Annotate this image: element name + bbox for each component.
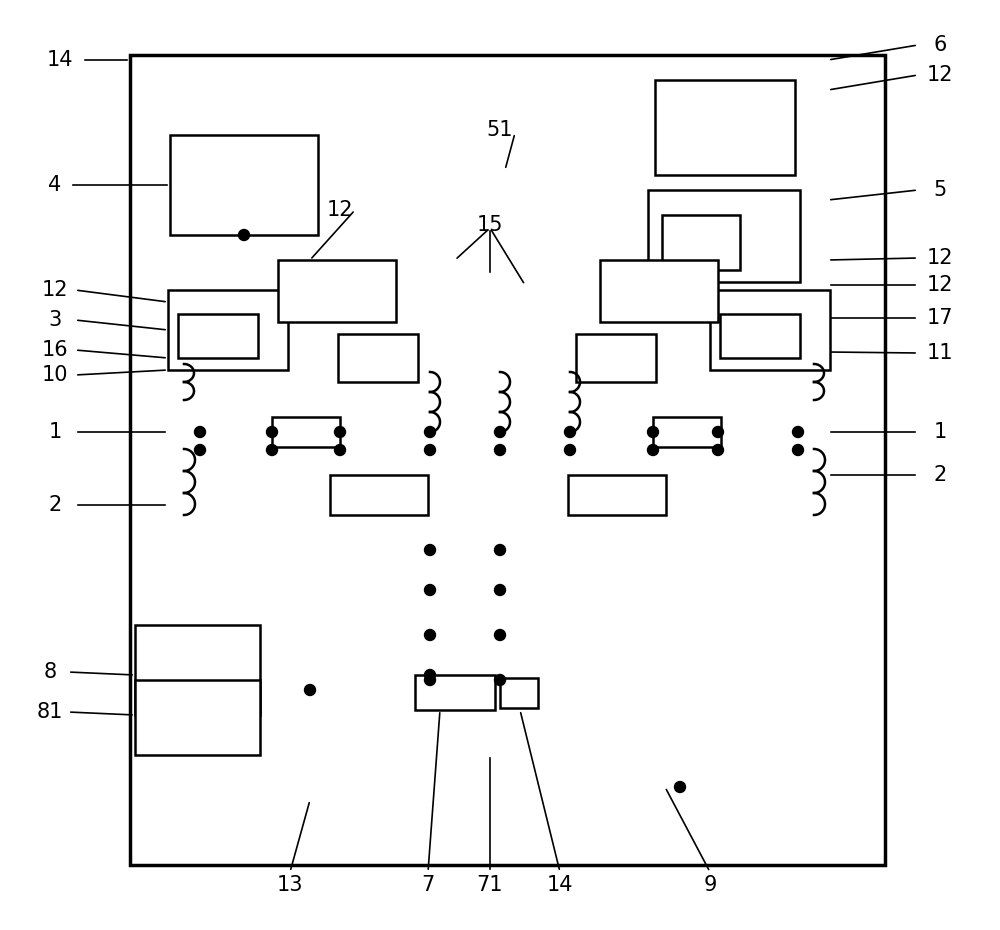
Circle shape — [194, 427, 206, 437]
Text: 12: 12 — [927, 248, 953, 268]
Circle shape — [494, 630, 506, 641]
Text: 12: 12 — [927, 65, 953, 85]
Circle shape — [494, 445, 506, 456]
Bar — [415, 675, 495, 710]
Text: 17: 17 — [927, 308, 953, 328]
Text: 16: 16 — [42, 340, 68, 360]
Text: 14: 14 — [547, 875, 573, 895]
Text: 2: 2 — [48, 495, 62, 515]
Text: 11: 11 — [927, 343, 953, 363]
Bar — [568, 475, 666, 515]
Circle shape — [334, 445, 346, 456]
Bar — [648, 190, 800, 282]
Text: 14: 14 — [47, 50, 73, 70]
Text: 1: 1 — [933, 422, 947, 442]
Circle shape — [564, 445, 576, 456]
Circle shape — [424, 427, 436, 437]
Circle shape — [424, 445, 436, 456]
Bar — [272, 417, 340, 447]
Text: 2: 2 — [933, 465, 947, 485]
Circle shape — [494, 544, 506, 555]
Circle shape — [194, 445, 206, 456]
Circle shape — [494, 674, 506, 685]
Text: 4: 4 — [48, 175, 62, 195]
Circle shape — [424, 630, 436, 641]
Circle shape — [424, 674, 436, 685]
Circle shape — [304, 684, 316, 696]
Bar — [500, 678, 538, 708]
Bar — [720, 314, 800, 358]
Circle shape — [334, 427, 346, 437]
Circle shape — [792, 427, 804, 437]
Bar — [278, 260, 396, 322]
Circle shape — [424, 544, 436, 555]
Circle shape — [648, 445, 658, 456]
Bar — [600, 260, 718, 322]
Text: 8: 8 — [43, 662, 57, 682]
Text: 81: 81 — [37, 702, 63, 722]
Text: 1: 1 — [48, 422, 62, 442]
Circle shape — [266, 427, 278, 437]
Circle shape — [792, 445, 804, 456]
Bar — [130, 55, 885, 865]
Text: 6: 6 — [933, 35, 947, 55]
Text: 15: 15 — [477, 215, 503, 235]
Bar — [168, 290, 288, 370]
Bar — [135, 625, 260, 715]
Bar — [330, 475, 428, 515]
Circle shape — [712, 427, 724, 437]
Text: 12: 12 — [42, 280, 68, 300]
Bar — [653, 417, 721, 447]
Circle shape — [266, 445, 278, 456]
Text: 9: 9 — [703, 875, 717, 895]
Circle shape — [494, 584, 506, 595]
Bar — [135, 680, 260, 755]
Bar — [710, 290, 830, 370]
Text: 5: 5 — [933, 180, 947, 200]
Bar — [178, 314, 258, 358]
Bar — [576, 334, 656, 382]
Circle shape — [494, 427, 506, 437]
Bar — [170, 135, 318, 235]
Text: 12: 12 — [327, 200, 353, 220]
Text: 7: 7 — [421, 875, 435, 895]
Circle shape — [424, 584, 436, 595]
Text: 3: 3 — [48, 310, 62, 330]
Bar — [662, 215, 740, 270]
Circle shape — [648, 427, 658, 437]
Text: 12: 12 — [927, 275, 953, 295]
Text: 13: 13 — [277, 875, 303, 895]
Bar — [655, 80, 795, 175]
Text: 51: 51 — [487, 120, 513, 140]
Text: 71: 71 — [477, 875, 503, 895]
Bar — [338, 334, 418, 382]
Circle shape — [674, 781, 686, 792]
Circle shape — [239, 230, 250, 241]
Circle shape — [712, 445, 724, 456]
Circle shape — [424, 670, 436, 681]
Text: 10: 10 — [42, 365, 68, 385]
Circle shape — [564, 427, 576, 437]
